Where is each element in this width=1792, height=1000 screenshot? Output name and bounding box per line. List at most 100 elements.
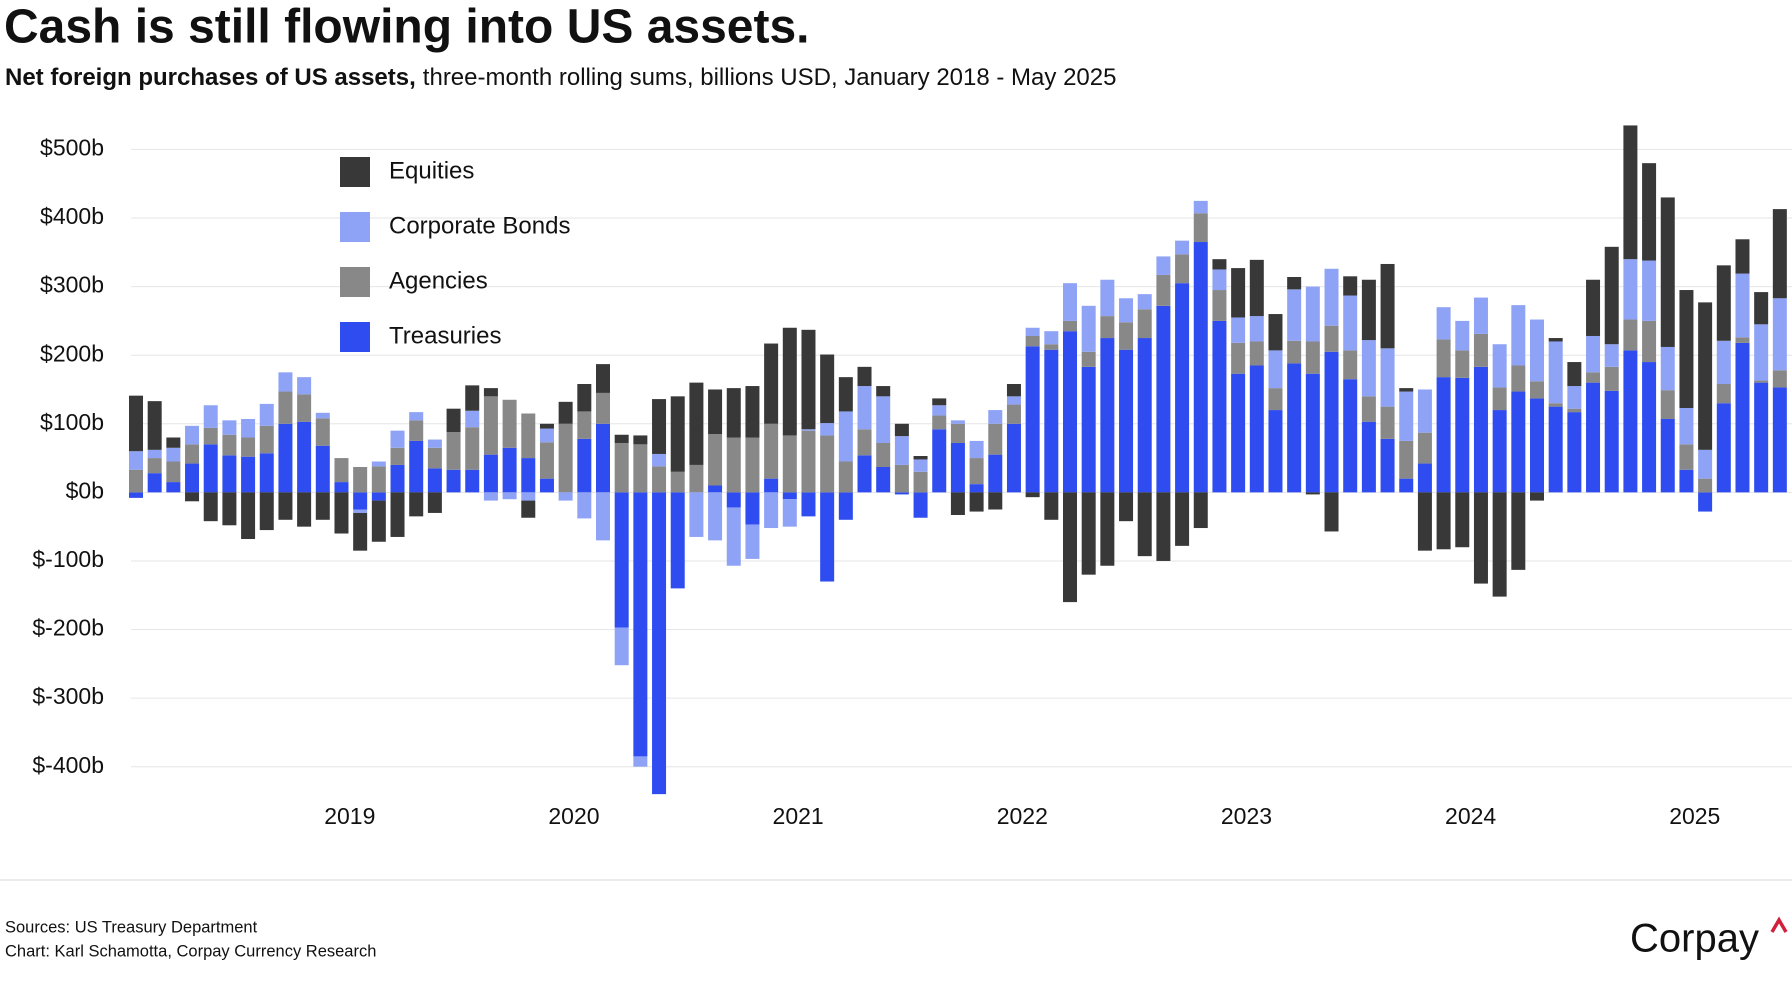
bar-segment — [1380, 263, 1395, 349]
bar-segment — [1530, 381, 1544, 399]
bar-segment — [1604, 246, 1619, 345]
bar-segment — [315, 418, 330, 446]
bar-segment — [241, 492, 256, 540]
bar-segment — [371, 492, 386, 501]
credit-note: Chart: Karl Schamotta, Corpay Currency R… — [5, 942, 376, 960]
bar-segment — [1343, 350, 1358, 380]
legend-swatch — [340, 322, 370, 352]
bar-segment — [353, 492, 368, 510]
bar-segment — [539, 442, 554, 479]
bar-segment — [1100, 316, 1115, 339]
bar-segment — [894, 464, 909, 493]
x-tick-label: 2020 — [548, 803, 599, 829]
bar-segment — [894, 436, 909, 465]
bar-segment — [409, 412, 424, 421]
y-tick-label: $0b — [66, 477, 104, 503]
bar-segment — [1100, 492, 1115, 566]
bar-segment — [1567, 386, 1582, 409]
subtitle-text: three-month rolling sums, billions USD, … — [423, 64, 1117, 91]
legend-swatch — [340, 157, 370, 187]
bar-segment — [390, 447, 405, 465]
bar-segment — [782, 499, 797, 527]
bar-segment — [185, 463, 200, 493]
bar-segment — [1287, 340, 1302, 364]
bar-segment — [1268, 350, 1283, 389]
bar-segment — [596, 492, 610, 541]
bar-segment — [596, 423, 610, 493]
bar-segment — [1473, 297, 1488, 334]
bar-segment — [652, 492, 667, 795]
bar-segment — [1716, 383, 1731, 404]
bar-segment — [1343, 379, 1358, 493]
bar-segment — [1772, 387, 1787, 493]
bar-segment — [1063, 320, 1077, 332]
bar-segment — [596, 392, 610, 424]
bar-segment — [1361, 279, 1376, 341]
bar-segment — [1399, 478, 1414, 493]
bar-segment — [969, 492, 984, 512]
chart-title: Cash is still flowing into US assets. — [4, 1, 810, 54]
bar-segment — [1473, 492, 1488, 584]
bar-segment — [1156, 256, 1171, 275]
bar-segment — [166, 447, 181, 462]
bar-segment — [427, 492, 442, 513]
bar-segment — [203, 492, 218, 522]
bar-segment — [1305, 286, 1320, 342]
bar-segment — [1735, 337, 1750, 343]
bar-segment — [726, 437, 741, 493]
bar-segment — [894, 492, 909, 495]
bar-segment — [932, 405, 947, 416]
bar-segment — [1660, 390, 1675, 419]
bar-segment — [1380, 406, 1395, 439]
bar-segment — [446, 469, 461, 493]
bar-segment — [1604, 344, 1619, 367]
y-tick-label: $-400b — [32, 752, 104, 778]
bar-segment — [857, 455, 872, 493]
bar-segment — [801, 429, 816, 431]
bar-segment — [820, 423, 835, 436]
bar-segment — [409, 492, 424, 517]
bar-segment — [1006, 396, 1021, 405]
bar-segment — [1175, 254, 1190, 284]
bar-segment — [1119, 298, 1134, 323]
bar-segment — [1100, 338, 1115, 493]
bar-segment — [1361, 340, 1376, 397]
bar-segment — [1268, 388, 1283, 411]
bar-segment — [558, 492, 573, 501]
bar-segment — [801, 492, 816, 517]
y-tick-label: $400b — [40, 203, 104, 229]
bar-segment — [708, 434, 723, 486]
bar-segment — [1137, 492, 1152, 557]
bar-segment — [1361, 396, 1376, 422]
bar-segment — [1399, 388, 1414, 392]
bar-segment — [1380, 438, 1395, 493]
bar-segment — [185, 425, 200, 445]
y-tick-label: $200b — [40, 340, 104, 366]
bar-segment — [427, 439, 442, 448]
bar-segment — [502, 399, 517, 448]
bar-segment — [521, 458, 536, 493]
bar-segment — [1399, 440, 1414, 479]
bar-segment — [409, 440, 424, 493]
bar-segment — [1044, 492, 1059, 520]
bar-segment — [577, 492, 592, 519]
bar-segment — [1511, 391, 1526, 493]
bar-segment — [1137, 294, 1152, 310]
bar-segment — [1772, 298, 1787, 371]
bar-segment — [652, 466, 667, 493]
bar-segment — [745, 492, 760, 525]
bar-segment — [1081, 366, 1096, 493]
bar-segment — [950, 420, 965, 424]
bar-segment — [166, 482, 181, 493]
bar-segment — [838, 411, 853, 462]
bar-segment — [1025, 492, 1040, 498]
bar-segment — [129, 395, 143, 452]
bar-segment — [614, 627, 629, 666]
bar-segment — [1679, 444, 1694, 470]
bar-segment — [1567, 362, 1582, 387]
bar-segment — [1137, 338, 1152, 493]
bar-segment — [334, 482, 349, 493]
bar-segment — [1754, 324, 1769, 381]
bar-segment — [1642, 320, 1657, 363]
bar-segment — [689, 464, 704, 493]
